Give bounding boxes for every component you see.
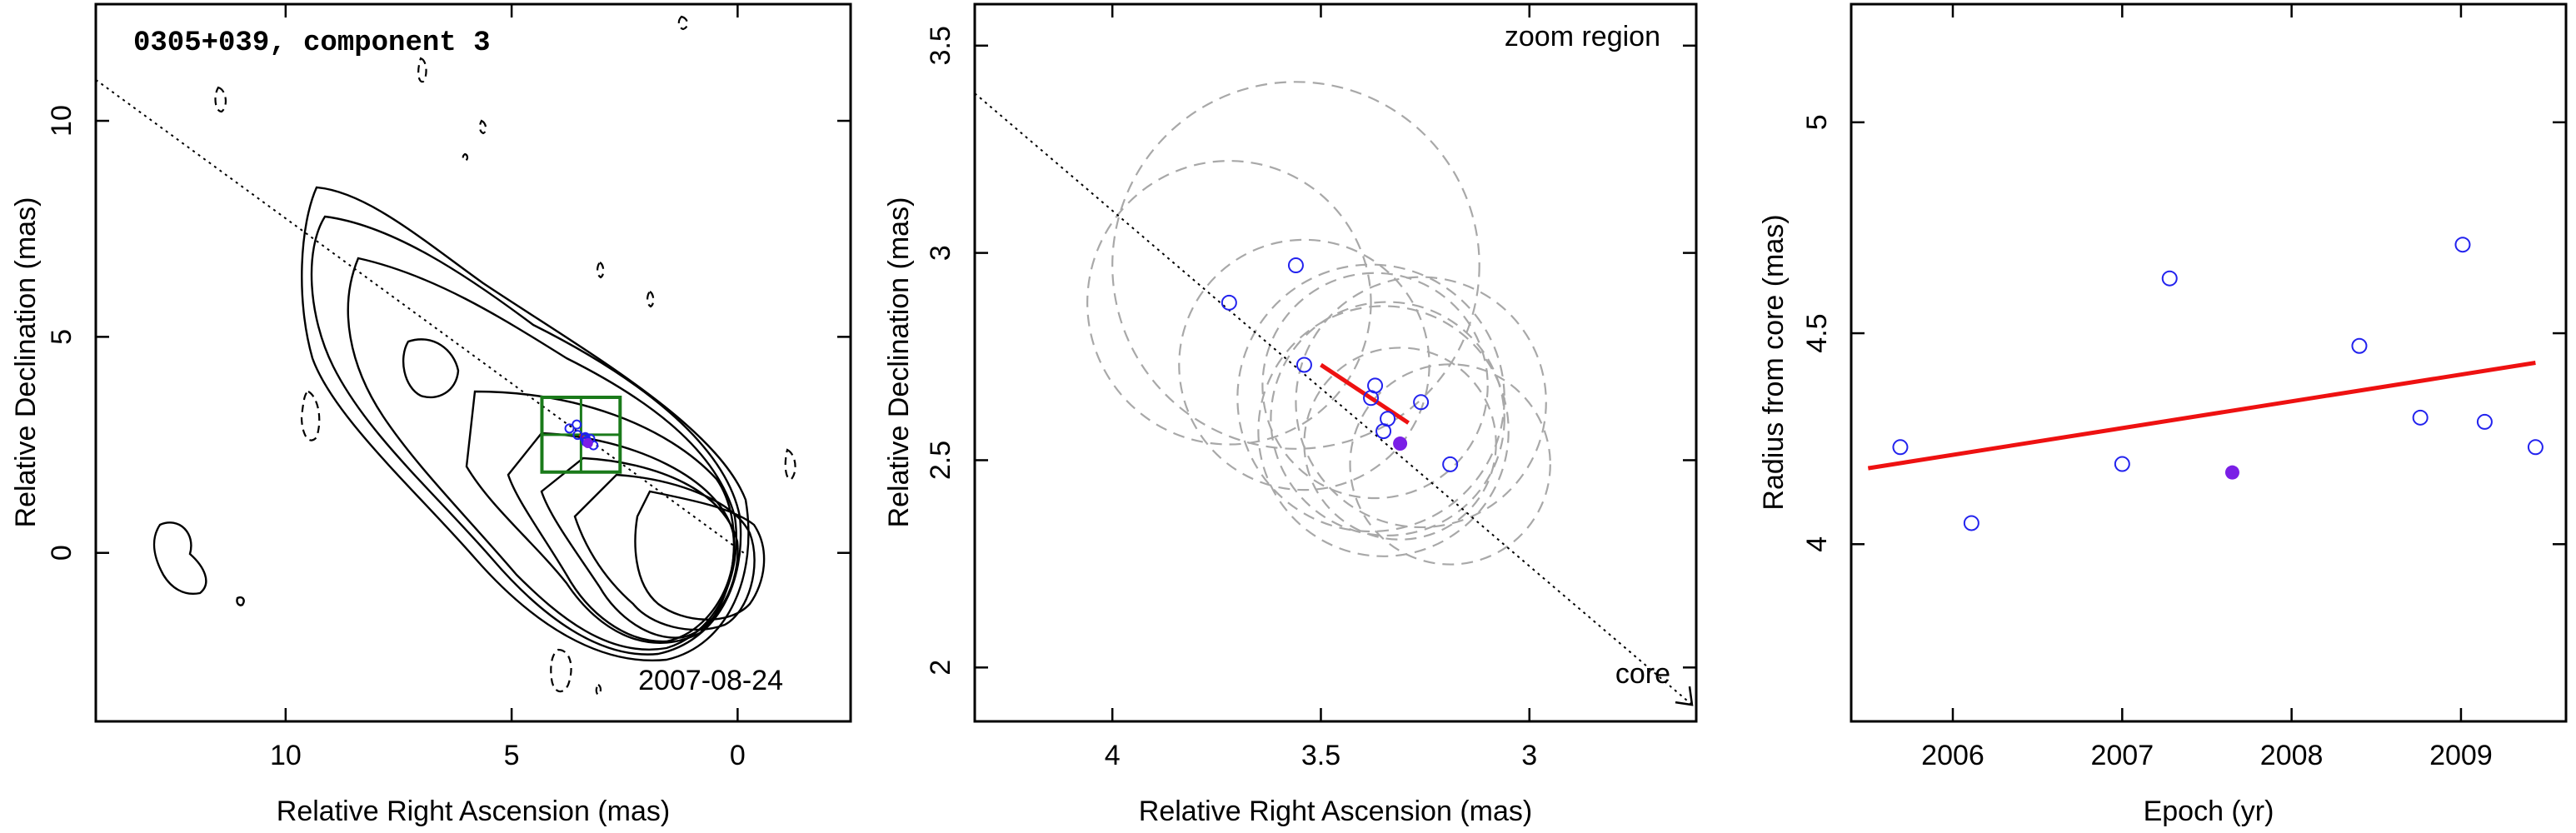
y-tick-label: 5: [1801, 114, 1833, 130]
y-axis-label: Radius from core (mas): [1758, 214, 1790, 510]
x-axis-label: Relative Right Ascension (mas): [277, 796, 670, 827]
data-point: [2527, 439, 2544, 456]
x-tick-label: 5: [504, 740, 520, 771]
data-point: [1221, 294, 1237, 311]
uncertainty-circle: [1178, 238, 1430, 491]
fit-line: [1867, 361, 2536, 471]
panel-overlay: [96, 78, 747, 556]
x-axis-label: Relative Right Ascension (mas): [1139, 796, 1532, 827]
contour-map: [152, 15, 796, 696]
x-tick-label: 2009: [2429, 740, 2493, 771]
data-point: [1442, 456, 1459, 472]
data-point: [2351, 337, 2368, 354]
uncertainty-circle: [1086, 160, 1372, 446]
uncertainty-circle: [1349, 363, 1551, 566]
uncertainty-circle: [1303, 347, 1497, 541]
y-axis-label: Relative Declination (mas): [883, 197, 915, 528]
axis-ticks: 2006 2007 2008 2009 4 4.5 5: [1801, 4, 2566, 771]
highlight-point: [1393, 436, 1408, 451]
x-tick-label: 4: [1105, 740, 1121, 771]
core-arrowhead: [1675, 686, 1694, 706]
y-tick-label: 4: [1801, 536, 1833, 552]
uncertainty-circle: [1257, 305, 1510, 557]
plot-frame: [1850, 2, 2568, 723]
zoom-region-label: zoom region: [1505, 21, 1660, 52]
panel-contour-map: 10 5 0 0 5 10 0305+039, component 3 2007-08-2…: [10, 2, 852, 827]
uncertainty-circle: [1295, 276, 1547, 529]
data-point: [1380, 411, 1396, 427]
data-point: [2476, 413, 2493, 430]
data-point: [1963, 515, 1979, 531]
panel-zoom-region: 4 3.5 3 2 2.5 3 3.5 zoom region core Relative …: [883, 2, 1698, 827]
plot-frame: [973, 2, 1698, 723]
plot-frame: [94, 2, 852, 723]
data-point: [1892, 439, 1909, 456]
data-point: [2114, 456, 2130, 472]
y-tick-label: 2: [925, 660, 956, 676]
core-label: core: [1615, 658, 1670, 690]
data-point: [1287, 257, 1304, 274]
x-tick-label: 3.5: [1301, 740, 1340, 771]
data-point: [2412, 409, 2429, 426]
y-tick-label: 2.5: [925, 441, 956, 480]
jet-direction-line: [96, 78, 747, 556]
y-tick-label: 3: [925, 245, 956, 261]
x-tick-label: 2006: [1921, 740, 1984, 771]
x-tick-label: 2008: [2260, 740, 2324, 771]
chart-title: 0305+039, component 3: [133, 27, 490, 59]
data-point: [1367, 377, 1384, 394]
panel-overlay: [1867, 237, 2544, 531]
y-tick-label: 5: [46, 329, 77, 345]
y-axis-label: Relative Declination (mas): [10, 197, 42, 528]
data-point: [2454, 237, 2471, 253]
epoch-label: 2007-08-24: [638, 665, 783, 696]
uncertainty-circle: [1111, 81, 1480, 450]
data-point: [1295, 357, 1312, 373]
y-tick-label: 4.5: [1801, 313, 1833, 352]
panel-overlay: [975, 81, 1694, 706]
uncertainty-circle: [1261, 272, 1489, 500]
axis-ticks: 4 3.5 3 2 2.5 3 3.5: [925, 4, 1696, 771]
y-tick-label: 10: [46, 105, 77, 137]
x-tick-label: 3: [1521, 740, 1537, 771]
x-tick-label: 0: [730, 740, 746, 771]
data-point: [2161, 270, 2178, 287]
data-point: [572, 419, 582, 430]
panel-radius-vs-epoch: 2006 2007 2008 2009 4 4.5 5 Epoch (yr) Radius …: [1758, 2, 2568, 827]
x-tick-label: 10: [270, 740, 302, 771]
x-tick-label: 2007: [2090, 740, 2154, 771]
uncertainty-circle: [1270, 301, 1505, 536]
y-tick-label: 0: [46, 545, 77, 561]
y-tick-label: 3.5: [925, 26, 956, 65]
data-point: [1413, 394, 1430, 411]
highlight-point: [2224, 465, 2239, 480]
highlight-point: [582, 437, 593, 448]
x-axis-label: Epoch (yr): [2144, 796, 2274, 827]
axis-ticks: 10 5 0 0 5 10: [46, 4, 851, 771]
